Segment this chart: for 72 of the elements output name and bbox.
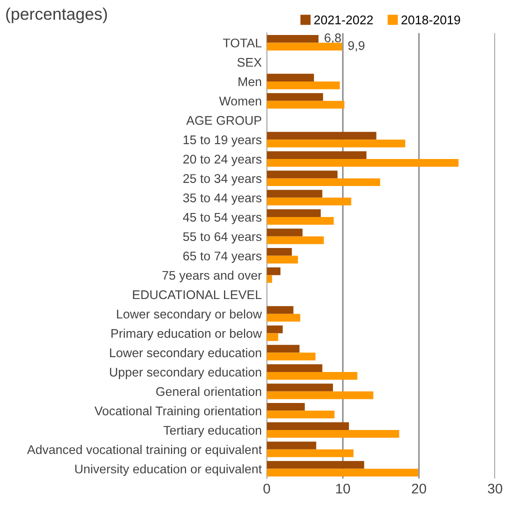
bar — [266, 170, 338, 178]
data-label: 9,9 — [348, 41, 364, 52]
x-tick-label: 10 — [336, 484, 350, 494]
bar — [266, 100, 344, 109]
bar — [266, 306, 294, 314]
bar — [266, 461, 364, 469]
bar — [266, 422, 349, 430]
bar — [266, 468, 418, 477]
y-tick-label: EDUCATIONAL LEVEL — [133, 290, 262, 300]
y-tick-label: Men — [238, 77, 262, 86]
bar — [266, 256, 298, 264]
y-tick-label: 65 to 74 years — [183, 252, 262, 263]
x-tick-label: 0 — [263, 484, 270, 494]
y-tick-label: 25 to 34 years — [183, 174, 262, 186]
y-tick-label: Vocational Training orientation — [94, 406, 262, 418]
bar — [266, 333, 278, 341]
bar — [266, 364, 322, 372]
y-tick-label: 35 to 44 years — [183, 193, 262, 205]
bar — [266, 391, 374, 400]
bar — [266, 248, 292, 256]
y-tick-label: AGE GROUP — [186, 116, 262, 125]
bar — [266, 236, 324, 244]
bar — [266, 449, 354, 458]
bar — [266, 42, 342, 51]
text: (percentages) — [6, 8, 107, 24]
bar — [266, 325, 283, 334]
y-tick-label: 15 to 19 years — [184, 135, 262, 147]
bar — [266, 410, 334, 418]
y-tick-label: Women — [219, 96, 262, 106]
y-tick-label: 75 years and over — [162, 270, 262, 282]
bar — [266, 81, 340, 90]
y-tick-label: Lower secondary or below — [117, 309, 262, 321]
y-tick-label: Upper secondary education — [110, 367, 262, 380]
bar — [266, 384, 333, 392]
y-tick-label: University education or equivalent — [75, 464, 262, 476]
y-tick-label: 45 to 54 years — [182, 212, 262, 224]
y-tick-label: SEX — [237, 58, 262, 67]
y-tick-label: Advanced vocational training or equivalent — [27, 444, 262, 457]
bar — [266, 314, 300, 322]
x-tick-label: 30 — [488, 484, 502, 494]
bar — [266, 352, 316, 360]
bar — [266, 217, 334, 225]
legend-label: 2018-2019 — [402, 16, 460, 24]
y-tick-label: 55 to 64 years — [183, 232, 262, 244]
bar — [266, 178, 380, 186]
legend-label: 2021-2022 — [314, 16, 373, 24]
y-tick-label: TOTAL — [223, 38, 262, 48]
bar — [266, 372, 358, 380]
y-tick-label: General orientation — [156, 386, 262, 396]
y-tick-label: Tertiary education — [164, 426, 262, 438]
bar — [266, 267, 280, 276]
bar — [266, 344, 300, 353]
bar — [266, 275, 272, 283]
bar — [266, 93, 324, 101]
y-tick-label: Lower secondary education — [110, 348, 262, 360]
y-tick-label: 20 to 24 years — [183, 154, 262, 166]
bar — [266, 140, 406, 148]
bar — [266, 430, 400, 438]
bar — [266, 402, 305, 411]
bar — [266, 74, 314, 82]
x-tick-label: 20 — [412, 484, 426, 494]
bar — [266, 158, 459, 167]
bar — [266, 442, 316, 450]
bar — [266, 132, 376, 140]
data-label: 6,8 — [324, 33, 341, 44]
bar — [266, 35, 319, 43]
y-tick-label: Primary education or below — [111, 328, 262, 340]
bar — [266, 198, 352, 206]
bar — [266, 151, 366, 159]
bar — [266, 190, 322, 198]
bar — [266, 209, 321, 218]
bar — [266, 228, 303, 236]
